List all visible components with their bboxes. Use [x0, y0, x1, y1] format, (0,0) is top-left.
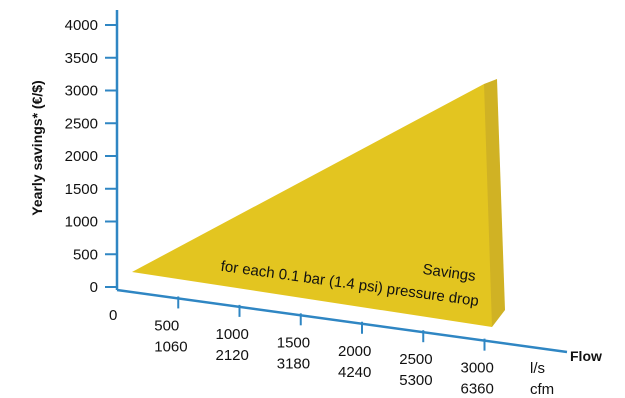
x-tick-label-primary: 2000 [338, 343, 371, 360]
x-tick-label-secondary: 5300 [399, 372, 432, 389]
x-axis-line [116, 288, 568, 354]
y-tick-label: 3500 [65, 50, 98, 67]
x-tick-label-primary: 1500 [277, 334, 310, 351]
x-tick-label-primary: 1000 [216, 326, 249, 343]
y-tick-label: 1500 [65, 181, 98, 198]
x-tick-label-secondary: 1060 [154, 338, 187, 355]
x-tick-label-secondary: 4240 [338, 364, 371, 381]
x-axis-title: Flow [570, 348, 602, 364]
y-tick-label: 3000 [65, 83, 98, 100]
y-axis-title: Yearly savings* (€/$) [29, 80, 45, 215]
y-tick-label: 2500 [65, 115, 98, 132]
savings-area [132, 83, 492, 327]
x-unit-secondary: cfm [530, 381, 554, 398]
x-origin-label: 0 [109, 307, 117, 324]
y-axis-tick-marks [105, 24, 117, 288]
y-tick-label: 500 [73, 246, 98, 263]
plot-area [132, 78, 505, 327]
y-tick-label: 0 [90, 279, 98, 296]
x-tick-label-primary: 500 [154, 317, 179, 334]
x-tick-label-secondary: 3180 [277, 355, 310, 372]
x-tick-label-primary: 2500 [399, 351, 432, 368]
y-tick-label: 4000 [65, 17, 98, 34]
x-tick-label-primary: 3000 [461, 360, 494, 377]
x-tick-label-secondary: 2120 [216, 347, 249, 364]
x-unit-primary: l/s [530, 360, 545, 377]
x-tick-label-secondary: 6360 [461, 381, 494, 398]
x-axis-tick-labels: 500 1060 1000 2120 1500 3180 2000 4240 2500 5300 3… [154, 317, 494, 397]
y-axis-tick-labels: 0 500 1000 1500 2000 2500 3000 3500 4000 [65, 17, 98, 296]
y-tick-label: 1000 [65, 214, 98, 231]
y-tick-label: 2000 [65, 148, 98, 165]
